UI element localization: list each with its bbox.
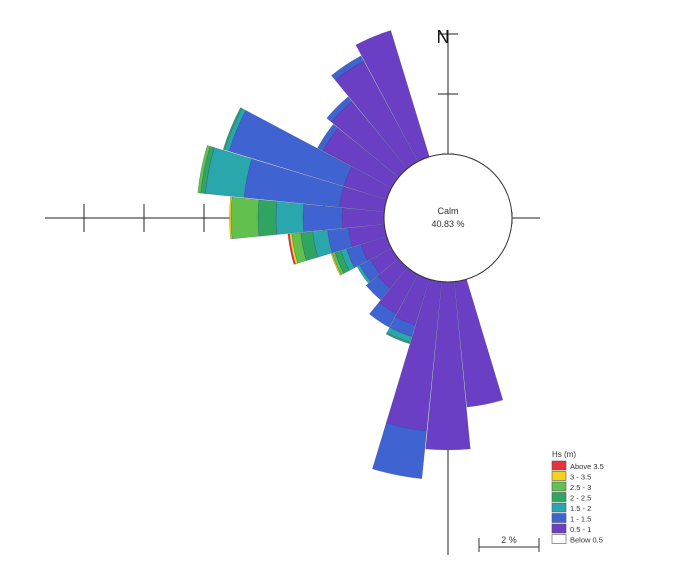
calm-label: Calm <box>437 206 458 216</box>
legend-swatch-2 <box>551 471 567 481</box>
north-label: N <box>437 27 450 47</box>
segment-191.25-1 <box>372 422 427 480</box>
legend-swatch-1 <box>551 460 567 471</box>
legend-label-1: Above 3.5 <box>570 462 604 471</box>
segment-236.25-2 <box>356 264 371 284</box>
segment-326.25-1 <box>331 55 365 81</box>
legend-swatch-4 <box>551 492 567 502</box>
legend-label-6: 1 - 1.5 <box>570 515 591 524</box>
sector-247.5 <box>330 236 392 276</box>
sector-281.25 <box>197 145 388 212</box>
segment-258.75-6 <box>287 233 296 265</box>
sector-292.5 <box>222 107 392 200</box>
calm-value: 40.83 % <box>431 219 464 229</box>
segment-213.75-1 <box>369 301 397 328</box>
legend-swatch-3 <box>551 481 567 492</box>
legend-label-4: 2 - 2.5 <box>570 494 591 503</box>
segment-258.75-1 <box>327 227 353 254</box>
legend-label-7: 0.5 - 1 <box>570 525 591 534</box>
segment-270-5 <box>229 196 233 240</box>
segment-281.25-4 <box>197 145 211 194</box>
calm-circle <box>383 153 513 283</box>
segment-292.5-3 <box>222 107 243 151</box>
sector-202.5 <box>385 274 430 345</box>
segment-270-4 <box>230 196 260 240</box>
legend-title: Hs (m) <box>552 450 576 459</box>
segment-202.5-3 <box>385 332 411 345</box>
segment-303.75-1 <box>317 123 339 152</box>
sector-191.25 <box>372 278 442 480</box>
sector-303.75 <box>317 123 399 189</box>
legend-label-2: 3 - 3.5 <box>570 473 591 482</box>
legend-swatch-7 <box>551 523 567 534</box>
segment-258.75-2 <box>312 229 333 258</box>
sector-258.75 <box>287 224 388 265</box>
segment-247.5-1 <box>346 244 369 269</box>
legend-swatch-8 <box>551 534 567 544</box>
segment-270-2 <box>275 201 304 235</box>
segment-225-1 <box>365 275 391 301</box>
segment-247.5-5 <box>330 252 342 276</box>
segment-236.25-1 <box>359 259 381 282</box>
legend-label-3: 2.5 - 3 <box>570 483 591 492</box>
segment-315-1 <box>326 96 353 123</box>
segment-258.75-4 <box>291 232 307 264</box>
segment-270-3 <box>257 199 278 237</box>
sector-236.25 <box>356 247 399 284</box>
segment-247.5-3 <box>334 250 350 274</box>
segment-281.25-1 <box>243 158 345 208</box>
legend-swatch-6 <box>551 513 567 523</box>
legend-label-8: Below 0.5 <box>570 536 603 545</box>
sector-270 <box>229 196 385 240</box>
legend: Hs (m) Above 3.5 3 - 3.52.5 - 3 2 - 2.51.5… <box>551 450 604 545</box>
segment-292.5-2 <box>224 107 247 152</box>
calm-circle-group: Calm 40.83 % <box>383 153 513 283</box>
segment-281.25-2 <box>204 147 253 198</box>
segment-258.75-5 <box>289 233 299 265</box>
direction-sectors <box>197 30 504 480</box>
segment-247.5-2 <box>340 248 355 272</box>
legend-swatch-5 <box>551 502 567 513</box>
scale-bar-label: 2 % <box>501 535 517 545</box>
sector-225 <box>365 258 408 301</box>
legend-label-5: 1.5 - 2 <box>570 504 591 513</box>
segment-281.25-3 <box>200 145 215 194</box>
scale-bar: 2 % <box>478 535 540 552</box>
segment-270-1 <box>302 203 343 233</box>
